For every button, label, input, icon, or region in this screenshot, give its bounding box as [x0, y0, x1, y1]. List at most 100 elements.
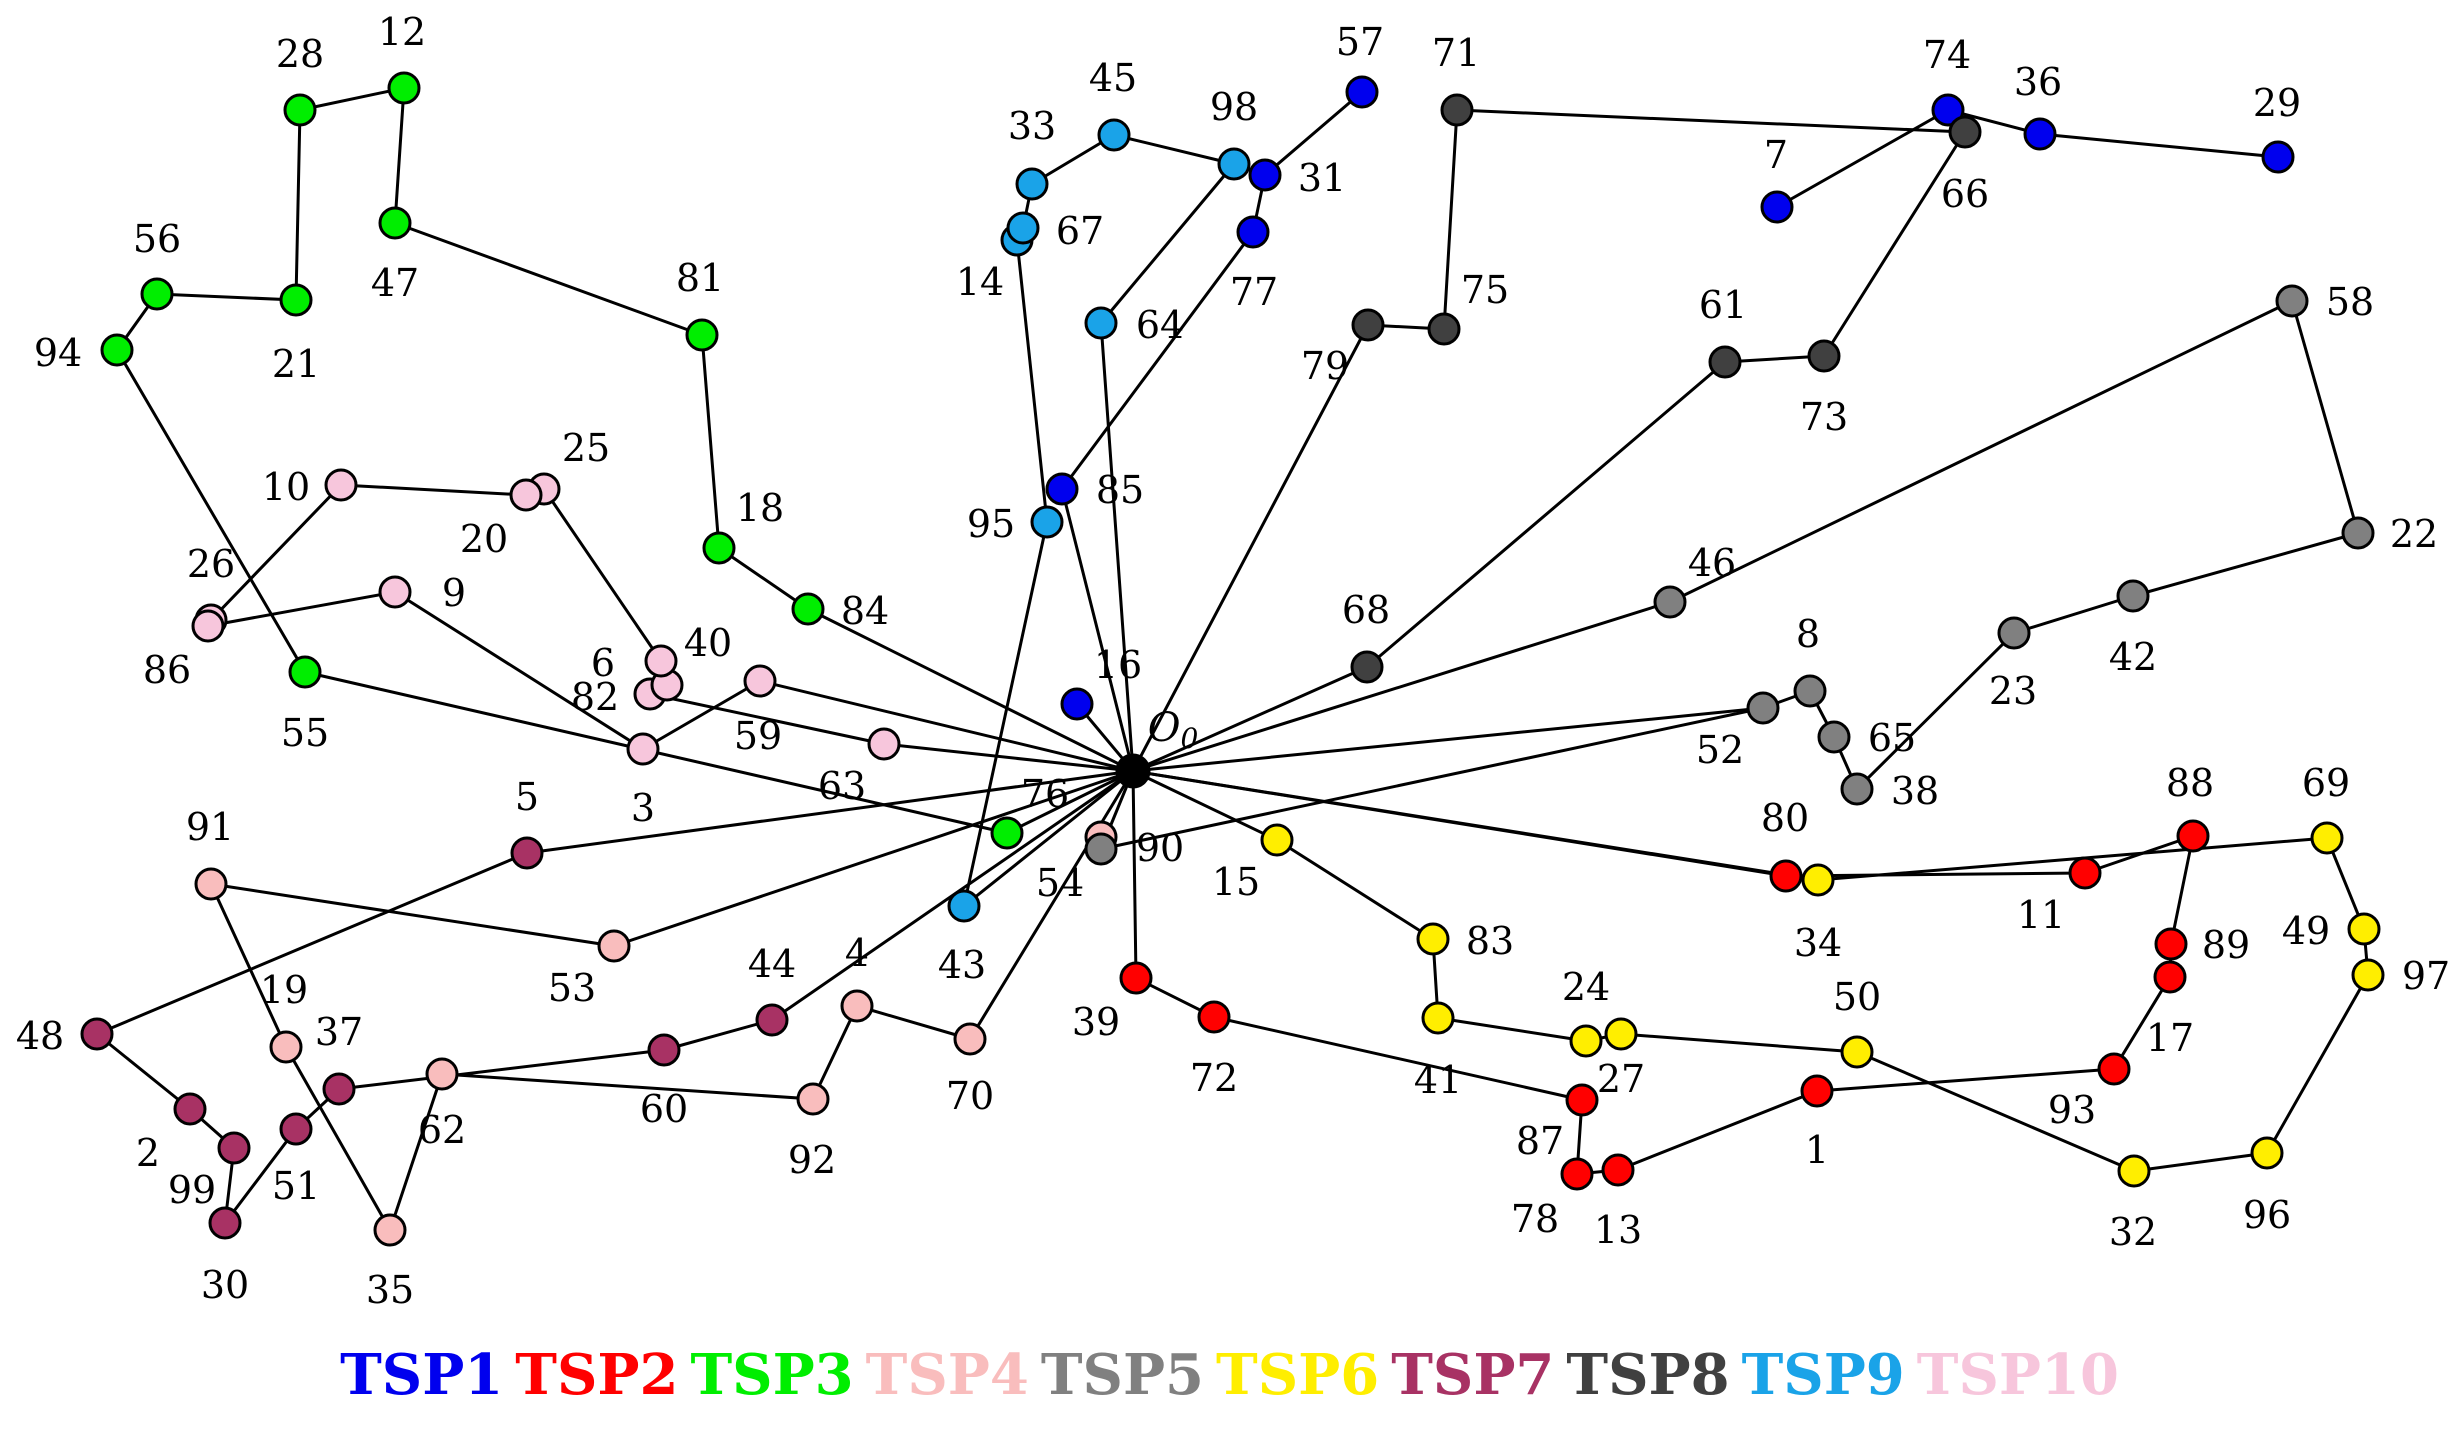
node-65 — [1817, 720, 1851, 754]
node-label-92: 92 — [788, 1138, 836, 1182]
node-34 — [1801, 863, 1835, 897]
node-45 — [1097, 118, 1131, 152]
node-label-39: 39 — [1072, 1000, 1120, 1044]
node-label-65: 65 — [1868, 716, 1916, 760]
node-label-95: 95 — [967, 502, 1015, 546]
node-42 — [2116, 579, 2150, 613]
node-label-93: 93 — [2048, 1088, 2096, 1132]
legend-entry-tsp7: TSP7 — [1391, 1342, 1555, 1408]
legend-entry-tsp4: TSP4 — [865, 1342, 1029, 1408]
node-label-53: 53 — [548, 966, 596, 1010]
node-label-32: 32 — [2109, 1210, 2157, 1254]
node-label-63: 63 — [818, 764, 866, 808]
node-57 — [1345, 75, 1379, 109]
node-32 — [2117, 1154, 2151, 1188]
legend: TSP1 TSP2 TSP3 TSP4 TSP5 TSP6 TSP7 TSP8 TSP9 TSP1… — [0, 1340, 2459, 1410]
node-23 — [1997, 616, 2031, 650]
node-28 — [283, 93, 317, 127]
node-label-12: 12 — [378, 10, 426, 54]
node-label-77: 77 — [1230, 270, 1278, 314]
node-33 — [1015, 167, 1049, 201]
node-label-27: 27 — [1597, 1057, 1645, 1101]
node-label-17: 17 — [2146, 1016, 2194, 1060]
node-label-54: 54 — [1036, 861, 1084, 905]
node-39 — [1119, 961, 1153, 995]
node-label-59: 59 — [734, 714, 782, 758]
node-label-6: 6 — [591, 641, 615, 685]
node-29 — [2261, 140, 2295, 174]
node-label-41: 41 — [1414, 1058, 1462, 1102]
node-label-87: 87 — [1516, 1119, 1564, 1163]
node-75 — [1427, 312, 1461, 346]
node-16 — [1060, 687, 1094, 721]
node-label-30: 30 — [201, 1263, 249, 1307]
node-1 — [1800, 1074, 1834, 1108]
node-label-38: 38 — [1891, 769, 1939, 813]
node-19 — [269, 1030, 303, 1064]
node-63 — [743, 664, 777, 698]
route-edge-tsp1-7 — [1060, 230, 1255, 491]
node-79 — [1351, 308, 1385, 342]
node-label-66: 66 — [1941, 172, 1989, 216]
node-label-29: 29 — [2253, 81, 2301, 125]
node-44 — [755, 1003, 789, 1037]
legend-entry-tsp5: TSP5 — [1040, 1342, 1205, 1408]
node-label-97: 97 — [2402, 954, 2450, 998]
node-label-80: 80 — [1761, 796, 1809, 840]
route-edge-tsp1-6 — [2038, 132, 2280, 159]
node-label-78: 78 — [1511, 1197, 1559, 1241]
node-label-48: 48 — [16, 1014, 64, 1058]
node-83 — [1416, 922, 1450, 956]
node-12 — [387, 71, 421, 105]
node-label-76: 76 — [1021, 772, 1069, 816]
node-label-84: 84 — [841, 589, 889, 633]
node-label-74: 74 — [1923, 33, 1971, 77]
node-62 — [425, 1057, 459, 1091]
node-71 — [1440, 93, 1474, 127]
route-edge-tsp1-3 — [1263, 90, 1364, 177]
route-edge-tsp9-0 — [962, 133, 1236, 908]
route-edge-tsp5-1 — [1099, 706, 1765, 851]
node-6 — [644, 644, 678, 678]
node-label-85: 85 — [1096, 468, 1144, 512]
node-2 — [173, 1092, 207, 1126]
node-label-90: 90 — [1136, 826, 1184, 870]
node-95 — [1030, 505, 1064, 539]
node-label-43: 43 — [938, 943, 986, 987]
node-76 — [990, 816, 1024, 850]
node-22 — [2341, 516, 2375, 550]
node-54 — [1084, 832, 1118, 866]
node-label-20: 20 — [460, 517, 508, 561]
node-13 — [1601, 1153, 1635, 1187]
node-78 — [1560, 1157, 1594, 1191]
node-label-18: 18 — [736, 486, 784, 530]
node-label-71: 71 — [1432, 31, 1480, 75]
node-74 — [1931, 93, 1965, 127]
node-64 — [1084, 306, 1118, 340]
node-21 — [279, 283, 313, 317]
node-88 — [2176, 819, 2210, 853]
node-49 — [2347, 912, 2381, 946]
node-label-7: 7 — [1764, 133, 1788, 177]
node-36 — [2023, 117, 2057, 151]
node-label-23: 23 — [1989, 669, 2037, 713]
node-43 — [947, 889, 981, 923]
node-label-11: 11 — [2017, 893, 2065, 937]
node-label-60: 60 — [640, 1087, 688, 1131]
node-label-50: 50 — [1833, 975, 1881, 1019]
node-67 — [1006, 211, 1040, 245]
node-46 — [1653, 585, 1687, 619]
node-97 — [2351, 958, 2385, 992]
node-label-19: 19 — [260, 968, 308, 1012]
legend-entry-tsp9: TSP9 — [1741, 1342, 1905, 1408]
node-20 — [509, 478, 543, 512]
node-99 — [217, 1131, 251, 1165]
node-label-21: 21 — [272, 342, 320, 386]
node-label-45: 45 — [1089, 56, 1137, 100]
node-59 — [867, 727, 901, 761]
node-label-9: 9 — [442, 571, 466, 615]
node-label-31: 31 — [1298, 156, 1346, 200]
node-label-3: 3 — [631, 786, 655, 830]
node-66 — [1948, 115, 1982, 149]
